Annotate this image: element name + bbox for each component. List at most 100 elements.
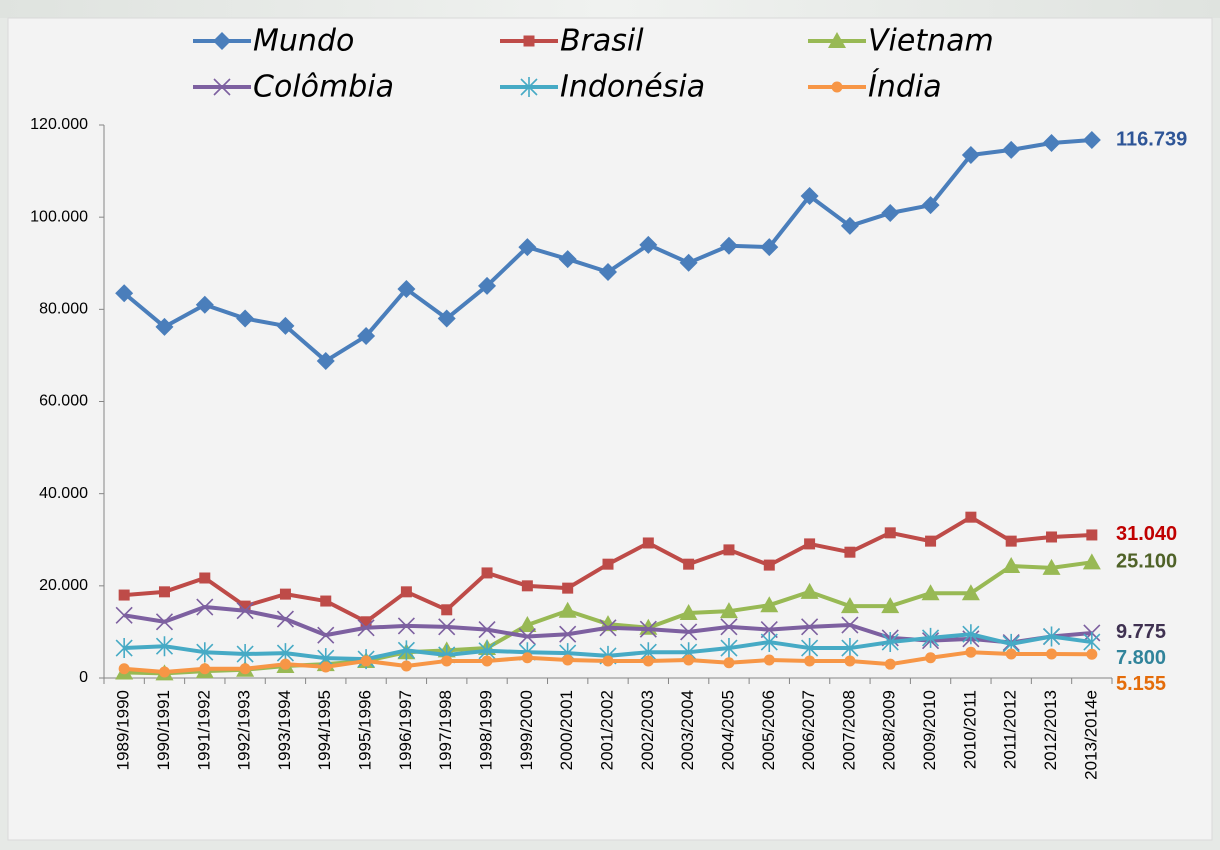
marker-part: [841, 616, 859, 634]
marker-part: [961, 145, 980, 164]
marker: [1002, 140, 1021, 159]
marker-part: [720, 638, 738, 659]
marker: [639, 620, 657, 638]
marker: [199, 663, 211, 675]
x-tick-label: 2005/2006: [759, 690, 778, 770]
value-label: 7.800: [1116, 647, 1166, 669]
marker: [276, 316, 295, 335]
marker: [523, 35, 535, 47]
marker: [521, 652, 533, 664]
y-tick-label: 40.000: [39, 485, 88, 502]
marker-part: [400, 660, 412, 672]
marker-part: [642, 655, 654, 667]
x-tick-label: 2003/2004: [678, 690, 697, 770]
marker-part: [360, 655, 372, 667]
marker-part: [720, 618, 738, 636]
marker-part: [683, 558, 695, 570]
marker-part: [1082, 553, 1101, 570]
marker: [921, 627, 940, 648]
x-tick-label: 1999/2000: [517, 690, 536, 770]
marker: [1086, 529, 1098, 541]
marker-part: [801, 638, 819, 659]
x-tick-label: 1992/1993: [235, 690, 254, 770]
marker-part: [523, 35, 535, 47]
marker: [720, 638, 738, 659]
marker: [680, 623, 698, 641]
marker: [763, 559, 775, 571]
marker: [441, 604, 453, 616]
marker: [481, 567, 493, 579]
marker: [804, 655, 816, 667]
x-tick-label: 2000/2001: [557, 690, 576, 770]
marker: [518, 616, 537, 633]
marker-part: [518, 627, 536, 646]
marker: [320, 595, 332, 607]
marker-part: [719, 236, 738, 255]
x-tick-label: 2011/2012: [1001, 690, 1020, 769]
marker-part: [481, 655, 493, 667]
marker-part: [118, 663, 130, 675]
marker-part: [1086, 529, 1098, 541]
marker-part: [437, 309, 456, 328]
marker-part: [155, 317, 174, 336]
marker: [642, 655, 654, 667]
marker-part: [155, 636, 174, 657]
marker-part: [478, 621, 496, 639]
marker: [239, 600, 251, 612]
marker: [925, 535, 937, 547]
marker: [316, 351, 335, 370]
marker-part: [397, 640, 415, 661]
marker: [1086, 648, 1098, 660]
marker: [437, 309, 456, 328]
marker-part: [965, 646, 977, 658]
marker: [236, 309, 255, 328]
marker: [962, 624, 980, 645]
marker-part: [828, 32, 846, 48]
marker-part: [925, 652, 937, 664]
marker: [521, 580, 533, 592]
marker: [828, 32, 846, 48]
marker-part: [518, 238, 537, 257]
marker: [719, 602, 738, 619]
marker: [602, 655, 614, 667]
x-tick-label: 1989/1990: [114, 690, 133, 770]
marker: [844, 655, 856, 667]
marker-part: [1042, 558, 1061, 575]
marker: [158, 586, 170, 598]
marker: [679, 253, 698, 272]
marker-part: [438, 618, 456, 636]
marker-part: [1083, 632, 1101, 653]
x-tick-label: 2009/2010: [920, 690, 939, 770]
marker-part: [881, 597, 900, 614]
marker-part: [400, 586, 412, 598]
value-label: 25.100: [1116, 551, 1177, 573]
marker: [723, 657, 735, 669]
marker: [196, 598, 214, 616]
marker-part: [441, 655, 453, 667]
marker: [236, 602, 254, 620]
marker: [397, 640, 415, 661]
marker-part: [196, 598, 214, 616]
marker: [1046, 648, 1058, 660]
y-tick-label: 0: [79, 669, 88, 686]
marker-part: [1005, 648, 1017, 660]
marker-part: [558, 601, 577, 618]
marker: [844, 546, 856, 558]
marker: [961, 145, 980, 164]
marker: [965, 646, 977, 658]
marker: [397, 617, 415, 635]
marker-part: [357, 619, 375, 637]
marker-part: [158, 586, 170, 598]
marker-part: [236, 309, 255, 328]
marker: [155, 613, 174, 631]
marker: [679, 604, 698, 621]
marker: [1005, 648, 1017, 660]
marker-part: [800, 186, 819, 205]
marker-part: [521, 652, 533, 664]
marker-part: [804, 655, 816, 667]
marker-part: [800, 582, 819, 599]
value-label: 116.739: [1116, 128, 1187, 150]
marker: [804, 538, 816, 550]
marker-part: [115, 638, 133, 659]
